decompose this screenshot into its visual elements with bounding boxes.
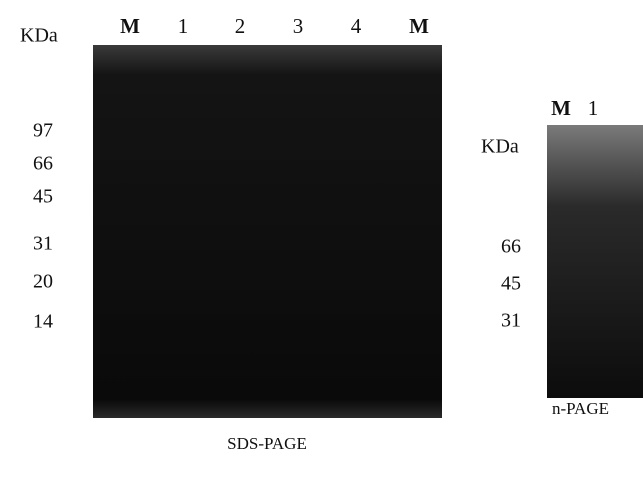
unit-label: KDa [20, 25, 58, 47]
marker-label: 66 [501, 236, 521, 258]
unit-label: KDa [481, 136, 519, 158]
figure: M 1 2 3 4 M KDa 97 66 45 31 20 14 SDS-PA… [0, 0, 643, 481]
lane-label: 1 [178, 14, 189, 38]
lane-label: M [409, 14, 429, 38]
lane-label: M [120, 14, 140, 38]
lane-label: 4 [351, 14, 362, 38]
marker-label: 14 [33, 311, 53, 333]
marker-label: 45 [33, 186, 53, 208]
native-gel [547, 125, 643, 398]
lane-label: 2 [235, 14, 246, 38]
caption: n-PAGE [552, 399, 609, 418]
lane-label: M [551, 96, 571, 120]
marker-label: 66 [33, 153, 53, 175]
marker-label: 31 [501, 310, 521, 332]
caption: SDS-PAGE [227, 434, 307, 453]
marker-label: 20 [33, 271, 53, 293]
sds-gel [93, 45, 442, 418]
marker-label: 45 [501, 273, 521, 295]
lane-label: 1 [588, 96, 599, 120]
marker-label: 97 [33, 120, 53, 142]
lane-label: 3 [293, 14, 304, 38]
marker-label: 31 [33, 233, 53, 255]
